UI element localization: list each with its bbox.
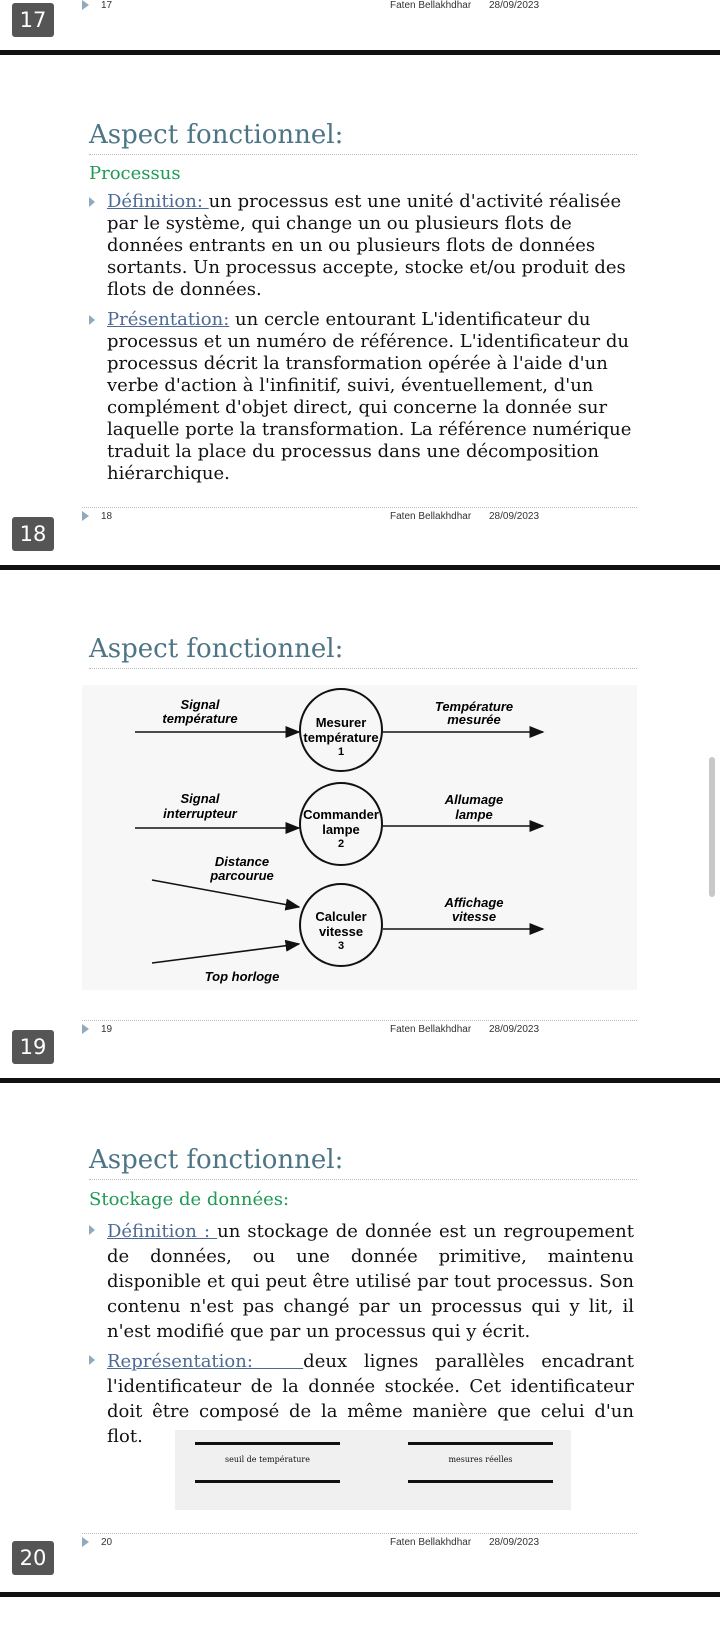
process-1-name-line1: Mesurer (316, 715, 367, 730)
footer-author: Faten Bellakhdhar (390, 1537, 472, 1548)
bullet-label: Présentation: (107, 309, 230, 330)
flow-label-affichage-vitesse-l2: vitesse (452, 909, 496, 924)
bullet-label: Définition : (107, 1221, 218, 1242)
page-number-badge: 20 (12, 1541, 54, 1575)
data-store-figure: seuil de température mesures réelles (175, 1430, 571, 1510)
flow-label-top-horloge: Top horloge (205, 969, 280, 984)
bullet-text: deux lignes parallèles encadrant l'ident… (107, 1351, 634, 1447)
page-number-badge: 18 (12, 517, 54, 551)
slide-20: Aspect fonctionnel: Stockage de données:… (0, 1083, 720, 1593)
bullet-label: Définition: (107, 191, 209, 212)
footer-author: Faten Bellakhdhar (390, 511, 472, 522)
footer-slide-number: 17 (101, 0, 113, 11)
slide-17-partial: 17 Faten Bellakhdhar 28/09/2023 17 (0, 0, 720, 50)
bullet-arrow-icon (89, 1355, 95, 1365)
flow-label-allumage-lampe-l1: Allumage (444, 792, 504, 807)
vertical-scrollbar[interactable] (709, 757, 715, 897)
page-number-badge: 17 (12, 3, 54, 37)
process-3-number: 3 (338, 940, 344, 952)
slide-title: Aspect fonctionnel: (89, 120, 637, 155)
bullet-presentation: Présentation: un cercle entourant L'iden… (89, 309, 634, 485)
page-divider (0, 565, 720, 570)
flow-label-signal-temperature-l2: température (162, 711, 237, 726)
bullet-text: un cercle entourant L'identificateur du … (107, 309, 632, 484)
bullet-text: un stockage de donnée est un regroupemen… (107, 1221, 634, 1342)
footer-triangle-icon (82, 1024, 89, 1034)
data-store-2-label: mesures réelles (448, 1455, 513, 1464)
flow-label-temperature-mesuree-l2: mesurée (447, 712, 500, 727)
footer-slide-number: 18 (101, 511, 113, 522)
flow-arrow-in-3b (151, 939, 301, 964)
footer-author: Faten Bellakhdhar (390, 0, 472, 11)
footer-date: 28/09/2023 (489, 1537, 540, 1548)
flow-label-signal-temperature-l1: Signal (180, 697, 219, 712)
process-2-number: 2 (338, 838, 344, 850)
footer-triangle-icon (82, 1537, 89, 1547)
flow-arrow-in-3a (151, 879, 301, 911)
slide-subtitle: Processus (89, 163, 181, 184)
slide-footer: 19 Faten Bellakhdhar 28/09/2023 (82, 1020, 637, 1041)
footer-author: Faten Bellakhdhar (390, 1024, 472, 1035)
page-divider (0, 50, 720, 55)
slide-footer: 17 Faten Bellakhdhar 28/09/2023 (82, 0, 637, 17)
slide-subtitle: Stockage de données: (89, 1189, 290, 1210)
bullet-representation: Représentation: deux lignes parallèles e… (89, 1349, 634, 1449)
slide-title: Aspect fonctionnel: (89, 1145, 637, 1180)
flow-label-distance-parcourue-l2: parcourue (209, 868, 274, 883)
footer-slide-number: 19 (101, 1024, 113, 1035)
data-store-1: seuil de température (195, 1442, 340, 1483)
bullet-arrow-icon (89, 197, 95, 207)
data-flow-diagram: Mesurer température 1 Signal température… (82, 685, 637, 990)
process-1-number: 1 (338, 746, 344, 758)
bullet-label: Représentation: (107, 1351, 304, 1372)
bullet-definition: Définition : un stockage de donnée est u… (89, 1219, 634, 1344)
flow-label-affichage-vitesse-l1: Affichage (444, 895, 504, 910)
page-divider (0, 1078, 720, 1083)
flow-label-temperature-mesuree-l1: Température (435, 699, 513, 714)
bullet-arrow-icon (89, 1225, 95, 1235)
flow-label-signal-interrupteur-l2: interrupteur (163, 806, 238, 821)
slide-footer: 18 Faten Bellakhdhar 28/09/2023 (82, 507, 637, 528)
slide-footer: 20 Faten Bellakhdhar 28/09/2023 (82, 1533, 637, 1554)
page-divider (0, 1592, 720, 1597)
footer-date: 28/09/2023 (489, 1024, 540, 1035)
process-3-name-line2: vitesse (319, 924, 363, 939)
footer-date: 28/09/2023 (489, 0, 540, 11)
slide-19: Aspect fonctionnel: Mesurer température … (0, 570, 720, 1080)
page-number-badge: 19 (12, 1030, 54, 1064)
flow-label-distance-parcourue-l1: Distance (215, 854, 269, 869)
slide-18: Aspect fonctionnel: Processus Définition… (0, 55, 720, 565)
bullet-definition: Définition: un processus est une unité d… (89, 191, 634, 301)
bullet-text: un processus est une unité d'activité ré… (107, 191, 626, 300)
footer-triangle-icon (82, 0, 89, 10)
data-store-1-label: seuil de température (225, 1455, 310, 1464)
flow-label-signal-interrupteur-l1: Signal (180, 791, 219, 806)
process-1-name-line2: température (303, 730, 378, 745)
flow-label-allumage-lampe-l2: lampe (455, 807, 493, 822)
process-2-name-line2: lampe (322, 822, 360, 837)
footer-date: 28/09/2023 (489, 511, 540, 522)
process-circle-3 (299, 883, 383, 967)
process-3-name-line1: Calculer (315, 909, 366, 924)
footer-slide-number: 20 (101, 1537, 113, 1548)
slide-title: Aspect fonctionnel: (89, 634, 637, 669)
bullet-arrow-icon (89, 315, 95, 325)
process-2-name-line1: Commander (303, 807, 379, 822)
data-store-2: mesures réelles (408, 1442, 553, 1483)
footer-triangle-icon (82, 511, 89, 521)
